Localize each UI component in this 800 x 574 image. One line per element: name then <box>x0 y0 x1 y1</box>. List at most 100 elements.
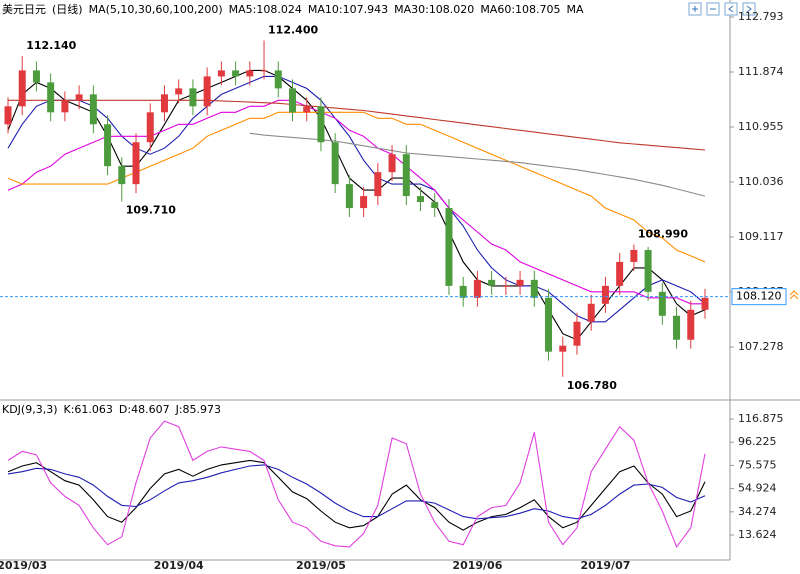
candle-body <box>47 82 55 113</box>
candle-body <box>61 100 69 113</box>
legend-text: MA5:108.024 <box>229 3 302 16</box>
candle-body <box>601 285 609 304</box>
indicator-line <box>8 99 706 151</box>
candle-body <box>488 279 496 286</box>
candle-body <box>317 106 325 143</box>
candle-body <box>530 279 538 298</box>
zoom-in-icon <box>692 6 698 12</box>
legend-text: MA10:107.943 <box>308 3 388 16</box>
candle-body <box>374 172 382 197</box>
x-tick-label: 2019/06 <box>452 559 502 572</box>
candle-body <box>132 142 140 185</box>
candle-body <box>232 70 240 77</box>
indicator-line <box>7 99 705 305</box>
candle-body <box>587 303 595 322</box>
y-tick-label: 110.955 <box>738 120 784 133</box>
y-tick-label: 111.874 <box>738 65 784 78</box>
y-tick-label: 107.278 <box>738 340 784 353</box>
candle-body <box>673 315 681 340</box>
y-tick-label: 34.274 <box>738 505 777 518</box>
x-tick-label: 2019/03 <box>0 559 47 572</box>
legend-text: MA(5,10,30,60,100,200) <box>89 3 223 16</box>
y-tick-label: 110.036 <box>738 175 784 188</box>
indicator-line <box>7 459 706 531</box>
candle-body <box>104 124 112 167</box>
candle-body <box>345 184 353 209</box>
candle-body <box>146 112 154 143</box>
candle-body <box>658 291 666 316</box>
candle-body <box>445 208 453 286</box>
candle-body <box>18 70 26 107</box>
last-price-box <box>731 288 787 306</box>
extreme-label: 108.990 <box>638 228 688 241</box>
candle-body <box>360 196 368 209</box>
candle-body <box>303 106 311 113</box>
indicator-line <box>7 420 706 549</box>
y-tick-label: 112.793 <box>738 10 784 23</box>
toolbar <box>688 2 756 16</box>
candle-body <box>217 70 225 77</box>
candle-body <box>559 345 567 352</box>
candle-body <box>189 88 197 107</box>
x-tick-label: 2019/05 <box>296 559 346 572</box>
candle-body <box>573 321 581 346</box>
legend-text: 美元日元 <box>2 3 46 16</box>
extreme-label: 112.400 <box>268 24 318 37</box>
y-tick-label: 96.225 <box>738 435 777 448</box>
candle-body <box>331 142 339 185</box>
scroll-right-button[interactable] <box>742 2 756 16</box>
candle-body <box>89 94 97 125</box>
candle-body <box>246 70 254 77</box>
candle-body <box>118 166 126 185</box>
candle-body <box>288 88 296 113</box>
legend-text: D:48.607 <box>119 403 170 416</box>
y-tick-label: 75.575 <box>738 458 777 471</box>
x-tick-label: 2019/07 <box>580 559 630 572</box>
legend-text: J:85.973 <box>175 403 221 416</box>
scroll-right-icon <box>746 5 752 13</box>
candle-body <box>274 70 282 89</box>
legend-text: KDJ(9,3,3) <box>2 403 58 416</box>
candle-body <box>473 279 481 298</box>
candle-body <box>431 202 439 209</box>
extreme-label: 112.140 <box>26 39 76 52</box>
extreme-label: 106.780 <box>567 379 617 392</box>
y-tick-label: 13.624 <box>738 528 777 541</box>
price-arrow-icon <box>789 290 799 300</box>
candle-body <box>175 88 183 95</box>
x-tick-label: 2019/04 <box>154 559 204 572</box>
y-tick-label: 116.875 <box>738 412 784 425</box>
extreme-label: 109.710 <box>126 203 176 216</box>
candle-body <box>388 154 396 173</box>
candle-body <box>459 285 467 298</box>
candle-body <box>644 249 652 292</box>
legend-text: MA30:108.020 <box>394 3 474 16</box>
legend-text: (日线) <box>52 2 83 16</box>
indicator-line <box>249 132 706 197</box>
candle-body <box>402 154 410 197</box>
candle-body <box>701 297 709 310</box>
candle-body <box>203 76 211 107</box>
candle-body <box>516 279 524 286</box>
legend-text: K:61.063 <box>64 403 113 416</box>
candle-body <box>502 285 510 287</box>
candle-body <box>545 297 553 352</box>
last-price-label: 108.120 <box>736 290 782 303</box>
scroll-left-button[interactable] <box>724 2 738 16</box>
scroll-left-icon <box>728 5 734 13</box>
y-tick-label: 109.117 <box>738 230 784 243</box>
candle-body <box>687 309 695 340</box>
indicator-line <box>7 464 706 520</box>
candle-body <box>75 94 83 101</box>
candle-body <box>417 196 425 203</box>
legend-text: MA <box>567 3 584 16</box>
candle-body <box>160 94 168 113</box>
legend-text: MA60:108.705 <box>480 3 560 16</box>
candle-body <box>4 106 12 125</box>
candle-body <box>260 70 268 72</box>
candle-body <box>630 249 638 262</box>
candle-body <box>32 70 40 83</box>
y-tick-label: 54.924 <box>738 482 777 495</box>
